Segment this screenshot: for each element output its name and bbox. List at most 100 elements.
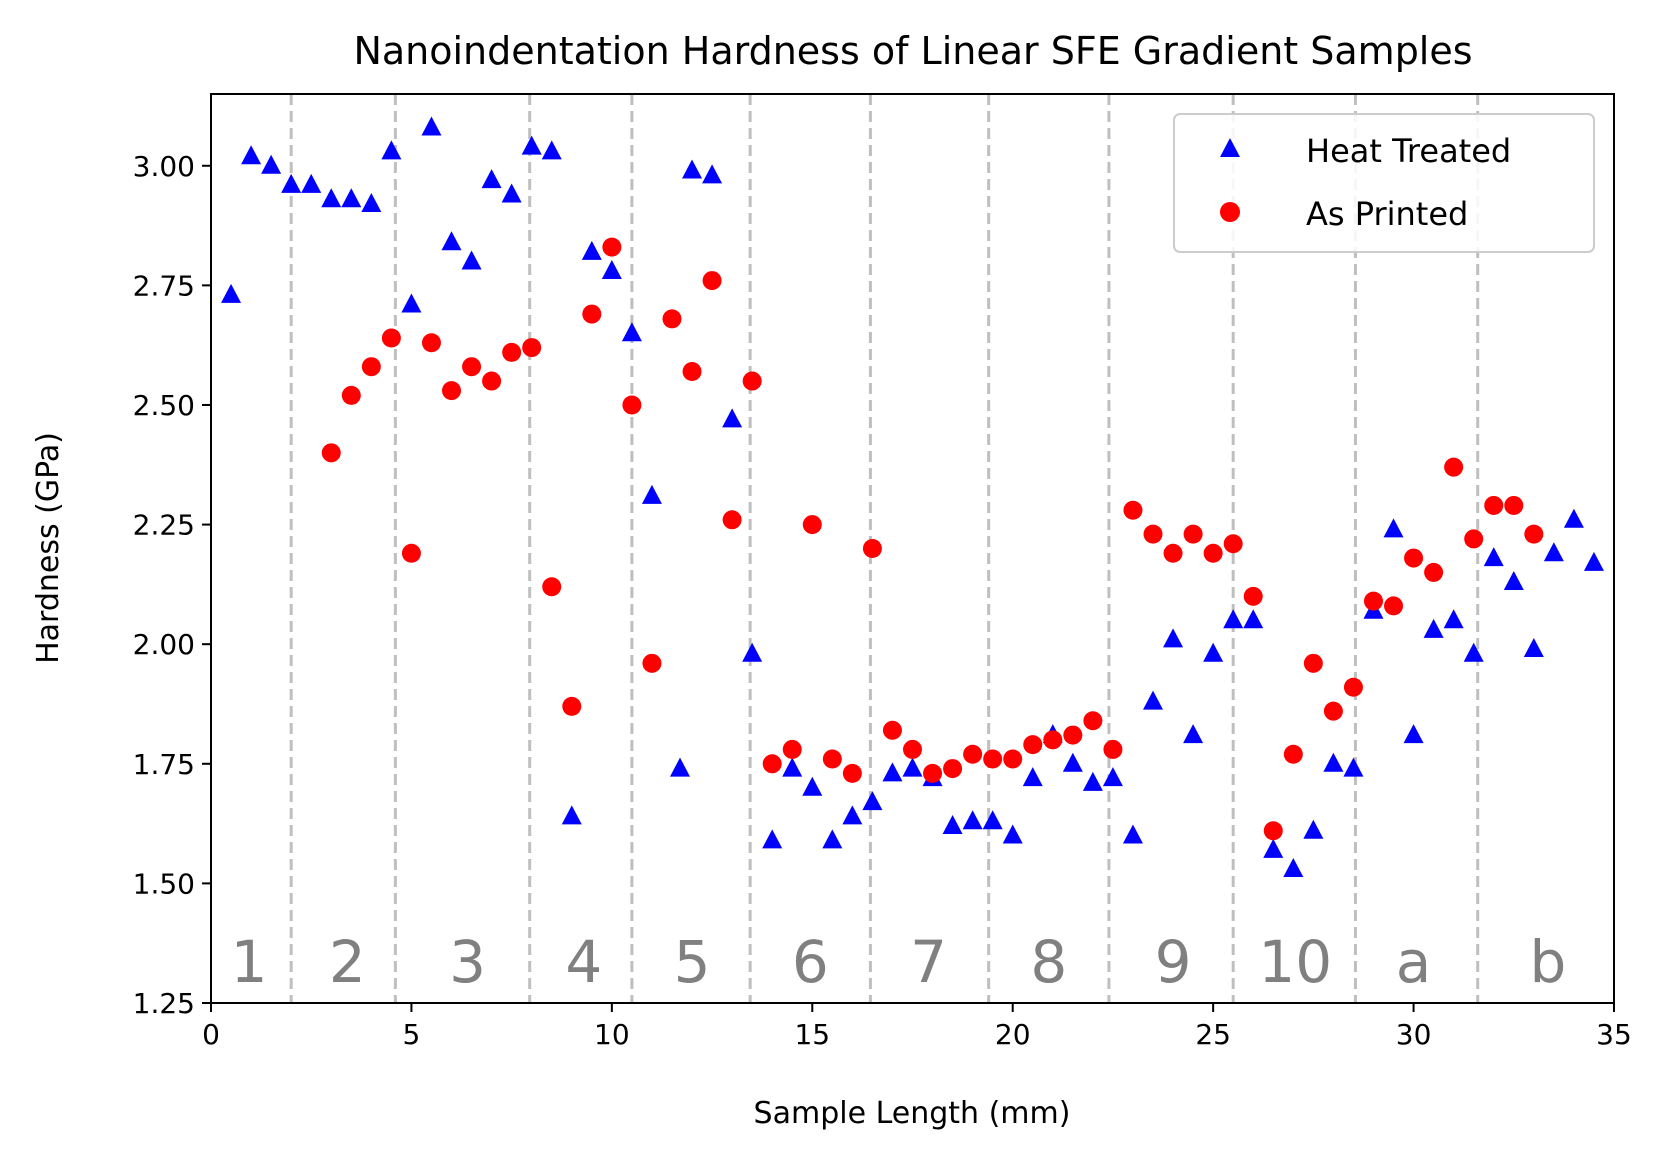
legend-box <box>1173 113 1595 253</box>
as-printed-point <box>1063 725 1083 745</box>
y-tick-label: 1.50 <box>133 867 195 900</box>
as-printed-point <box>1023 735 1043 755</box>
as-printed-point <box>1163 543 1183 563</box>
heat-treated-point <box>1303 819 1324 839</box>
legend-as-printed-marker <box>1220 202 1240 222</box>
as-printed-point <box>963 744 983 764</box>
heat-treated-point <box>241 145 262 165</box>
heat-treated-point <box>782 757 803 777</box>
heat-treated-point <box>1183 724 1204 744</box>
heat-treated-point <box>561 805 582 825</box>
heat-treated-point <box>341 188 362 208</box>
heat-treated-point <box>1283 858 1304 878</box>
as-printed-point <box>442 381 462 401</box>
as-printed-point <box>341 385 361 405</box>
heat-treated-point <box>762 829 783 849</box>
heat-treated-point <box>670 757 691 777</box>
legend: Heat Treated As Printed <box>1173 113 1595 253</box>
as-printed-point <box>702 271 722 291</box>
heat-treated-point <box>1423 618 1444 638</box>
heat-treated-point <box>882 762 903 782</box>
heat-treated-point <box>902 757 923 777</box>
heat-treated-point <box>381 140 402 160</box>
as-printed-point <box>1343 677 1363 697</box>
heat-treated-point <box>822 829 843 849</box>
x-tick-label: 20 <box>995 1018 1031 1051</box>
y-tick-label: 2.00 <box>133 628 195 661</box>
x-tick-label: 35 <box>1596 1018 1632 1051</box>
region-boundaries <box>289 94 1480 1003</box>
heat-treated-point <box>1523 637 1544 657</box>
as-printed-point <box>1243 586 1263 606</box>
as-printed-point <box>742 371 762 391</box>
heat-treated-point <box>702 164 723 184</box>
heat-treated-point <box>401 293 422 313</box>
as-printed-point <box>542 577 562 597</box>
as-printed-point <box>722 510 742 530</box>
y-tick-label: 1.25 <box>133 987 195 1020</box>
as-printed-point <box>1183 524 1203 544</box>
region-label: 9 <box>1155 928 1192 996</box>
as-printed-point <box>1384 596 1404 616</box>
heat-treated-point <box>481 169 502 189</box>
as-printed-point <box>1363 591 1383 611</box>
as-printed-point <box>1484 495 1504 515</box>
heat-treated-point <box>461 250 482 270</box>
as-printed-point <box>1263 821 1283 841</box>
heat-treated-point <box>1443 609 1464 629</box>
heat-treated-point <box>1223 609 1244 629</box>
heat-treated-point <box>601 260 622 280</box>
as-printed-point <box>482 371 502 391</box>
heat-treated-point <box>1062 752 1083 772</box>
x-axis-label: Sample Length (mm) <box>754 1096 1071 1131</box>
as-printed-point <box>1103 739 1123 759</box>
as-printed-point <box>361 357 381 377</box>
y-tick-label: 3.00 <box>133 150 195 183</box>
as-printed-point <box>1043 730 1063 750</box>
as-printed-point <box>762 754 782 774</box>
heat-treated-point <box>1383 518 1404 538</box>
as-printed-point <box>903 739 922 759</box>
as-printed-point <box>822 749 842 769</box>
x-axis-ticks: 0 5 10 15 20 25 30 35 <box>202 1003 1632 1051</box>
heat-treated-point <box>862 791 883 811</box>
as-printed-point <box>782 739 802 759</box>
as-printed-point <box>502 342 522 362</box>
as-printed-point <box>401 543 421 563</box>
as-printed-point <box>321 443 341 463</box>
region-label: 7 <box>910 928 947 996</box>
heat-treated-point <box>621 322 642 342</box>
region-label: 4 <box>565 928 602 996</box>
heat-treated-point <box>1403 724 1424 744</box>
as-printed-point <box>1003 749 1023 769</box>
as-printed-point <box>983 749 1003 769</box>
heat-treated-point <box>501 183 522 203</box>
region-label: 5 <box>674 928 711 996</box>
as-printed-point <box>381 328 401 348</box>
heat-treated-point <box>1122 824 1143 844</box>
region-labels: 1 2 3 4 5 6 7 8 9 10 a b <box>231 928 1567 996</box>
region-label: 8 <box>1030 928 1067 996</box>
heat-treated-point <box>261 154 282 174</box>
heat-treated-point <box>361 193 382 213</box>
as-printed-point <box>1283 744 1303 764</box>
legend-heat-treated-label: Heat Treated <box>1306 132 1511 170</box>
as-printed-point <box>862 539 882 558</box>
heat-treated-point <box>1343 757 1364 777</box>
heat-treated-point <box>541 140 562 160</box>
as-printed-point <box>562 696 582 716</box>
heat-treated-point <box>641 484 662 504</box>
heat-treated-point <box>842 805 863 825</box>
heat-treated-point <box>682 159 703 179</box>
y-tick-label: 1.75 <box>133 748 195 781</box>
x-tick-label: 10 <box>594 1018 630 1051</box>
as-printed-point <box>1504 495 1524 515</box>
as-printed-point <box>662 309 682 329</box>
x-tick-label: 5 <box>403 1018 421 1051</box>
heat-treated-point <box>521 135 542 155</box>
heat-treated-point <box>1143 690 1164 710</box>
heat-treated-point <box>221 283 242 303</box>
as-printed-point <box>1464 529 1484 549</box>
heat-treated-point <box>581 240 602 260</box>
